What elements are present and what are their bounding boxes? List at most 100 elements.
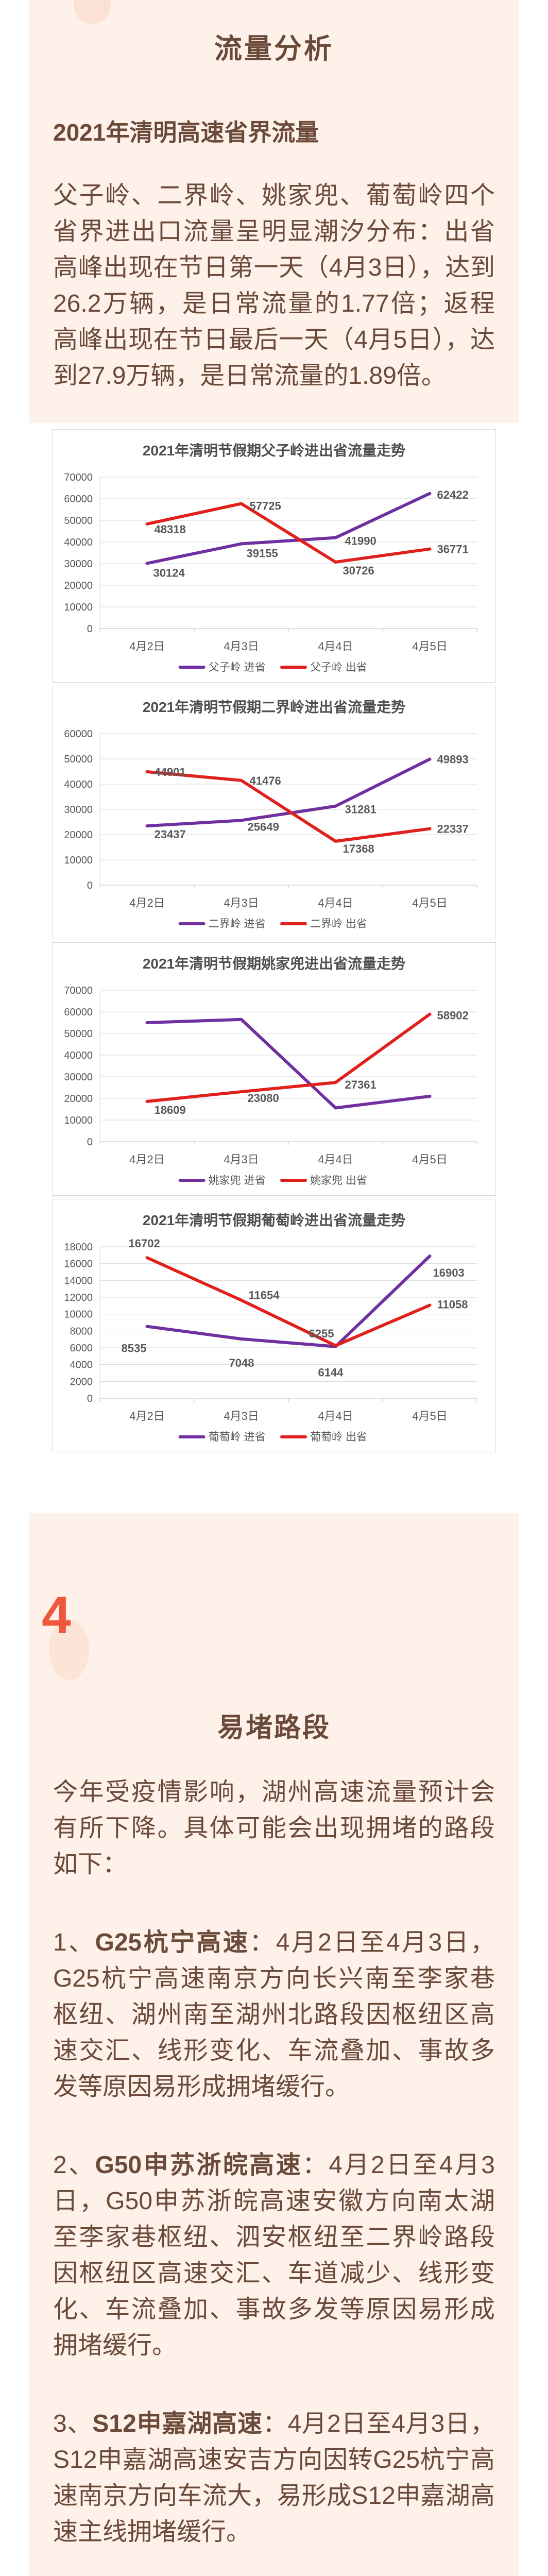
svg-text:4月2日: 4月2日	[129, 1410, 164, 1422]
svg-text:49893: 49893	[437, 753, 469, 766]
svg-text:4月3日: 4月3日	[224, 1410, 259, 1422]
svg-text:70000: 70000	[64, 985, 93, 996]
svg-text:50000: 50000	[64, 754, 93, 765]
svg-text:2021年清明节假期姚家兜进出省流量走势: 2021年清明节假期姚家兜进出省流量走势	[143, 955, 405, 972]
charts-card: 2021年清明节假期父子岭进出省流量走势 70000 60000 50000 40000…	[29, 423, 519, 1513]
svg-text:2021年清明节假期葡萄岭进出省流量走势: 2021年清明节假期葡萄岭进出省流量走势	[143, 1212, 405, 1228]
page-title: 流量分析	[214, 33, 334, 64]
svg-text:6000: 6000	[70, 1343, 93, 1354]
section-number: 4	[42, 1586, 71, 1645]
svg-text:4月4日: 4月4日	[318, 1153, 353, 1166]
svg-text:6144: 6144	[318, 1366, 344, 1379]
svg-text:二界岭 出省: 二界岭 出省	[310, 918, 367, 930]
svg-text:57725: 57725	[250, 500, 281, 513]
svg-text:4月5日: 4月5日	[412, 896, 447, 909]
svg-text:27361: 27361	[345, 1078, 376, 1091]
intro-paragraph: 父子岭、二界岭、姚家兜、葡萄岭四个省界进出口流量呈明显潮汐分布：出省高峰出现在节…	[53, 182, 495, 389]
chart-panel-putaoling: 2021年清明节假期葡萄岭进出省流量走势 18000 16000 14000 12000…	[52, 1199, 496, 1452]
section-subtitle: 2021年清明高速省界流量	[53, 119, 319, 146]
svg-text:二界岭 进省: 二界岭 进省	[209, 918, 266, 930]
svg-text:18000: 18000	[64, 1242, 93, 1253]
svg-text:17368: 17368	[343, 842, 374, 855]
svg-text:60000: 60000	[64, 728, 93, 740]
section-number-ellipse	[49, 1619, 89, 1680]
item-index: 2、	[53, 2151, 95, 2179]
svg-text:23437: 23437	[155, 828, 186, 841]
svg-text:父子岭 进省: 父子岭 进省	[209, 662, 266, 673]
svg-text:10000: 10000	[64, 855, 93, 866]
svg-text:2021年清明节假期父子岭进出省流量走势: 2021年清明节假期父子岭进出省流量走势	[143, 442, 405, 459]
section-heading: 易堵路段	[217, 1713, 331, 1743]
svg-text:4月5日: 4月5日	[412, 1410, 447, 1422]
svg-text:4月4日: 4月4日	[318, 1410, 353, 1422]
svg-text:8535: 8535	[122, 1342, 147, 1355]
svg-text:11058: 11058	[437, 1298, 468, 1311]
svg-text:40000: 40000	[64, 779, 93, 790]
svg-text:2000: 2000	[70, 1376, 93, 1387]
item-index: 1、	[53, 1929, 95, 1956]
svg-text:6255: 6255	[309, 1327, 334, 1340]
svg-text:31281: 31281	[345, 803, 376, 816]
svg-text:7048: 7048	[229, 1357, 254, 1369]
item-road-name: G50申苏浙皖高速	[95, 2151, 303, 2179]
svg-text:30000: 30000	[64, 1072, 93, 1083]
congestion-item-3: 3、S12申嘉湖高速：4月2日至4月3日，S12申嘉湖高速安吉方向因转G25杭宁…	[53, 2406, 495, 2550]
svg-text:18609: 18609	[155, 1104, 186, 1116]
svg-text:2021年清明节假期二界岭进出省流量走势: 2021年清明节假期二界岭进出省流量走势	[143, 699, 405, 715]
svg-text:48318: 48318	[155, 523, 186, 536]
section-number-wrap: 4	[42, 1586, 124, 1680]
svg-text:4月2日: 4月2日	[129, 1153, 164, 1166]
item-text: ：4月2日至4月3日，G25杭宁高速南京方向长兴南至李家巷枢纽、湖州南至湖州北路…	[53, 1929, 495, 2100]
svg-text:葡萄岭 出省: 葡萄岭 出省	[310, 1431, 367, 1443]
congestion-item-2: 2、G50申苏浙皖高速：4月2日至4月3日，G50申苏浙皖高速安徽方向南太湖至李…	[53, 2147, 495, 2364]
svg-text:16903: 16903	[433, 1266, 465, 1279]
svg-text:40000: 40000	[64, 537, 93, 548]
svg-text:4月4日: 4月4日	[318, 896, 353, 909]
svg-text:10000: 10000	[64, 1115, 93, 1126]
svg-text:41476: 41476	[250, 774, 281, 787]
svg-text:16000: 16000	[64, 1259, 93, 1270]
svg-text:8000: 8000	[70, 1326, 93, 1337]
svg-text:60000: 60000	[64, 494, 93, 505]
svg-text:姚家兜 出省: 姚家兜 出省	[310, 1175, 367, 1187]
svg-text:62422: 62422	[437, 488, 469, 501]
svg-text:4月2日: 4月2日	[129, 640, 164, 653]
svg-text:25649: 25649	[248, 820, 279, 833]
svg-text:14000: 14000	[64, 1275, 93, 1286]
svg-text:41990: 41990	[345, 535, 376, 548]
erjieling-line-chart: 2021年清明节假期二界岭进出省流量走势 60000 50000 40000 30000…	[64, 699, 477, 930]
chart-panel-yaojiadou: 2021年清明节假期姚家兜进出省流量走势 70000 60000 50000 40000…	[52, 942, 496, 1196]
section-4: 4 易堵路段 今年受疫情影响，湖州高速流量预计会有所下降。具体可能会出现拥堵的路…	[29, 1586, 519, 2576]
svg-text:44901: 44901	[155, 766, 186, 778]
svg-text:20000: 20000	[64, 1093, 93, 1105]
svg-text:36771: 36771	[437, 543, 469, 556]
fuziling-line-chart: 2021年清明节假期父子岭进出省流量走势 70000 60000 50000 40000…	[64, 442, 477, 673]
chart-panel-fuziling: 2021年清明节假期父子岭进出省流量走势 70000 60000 50000 40000…	[52, 429, 496, 683]
svg-text:0: 0	[87, 623, 93, 635]
putaoling-line-chart: 2021年清明节假期葡萄岭进出省流量走势 18000 16000 14000 12000…	[64, 1212, 477, 1443]
svg-text:40000: 40000	[64, 1050, 93, 1061]
svg-text:10000: 10000	[64, 602, 93, 613]
svg-text:葡萄岭 进省: 葡萄岭 进省	[209, 1431, 266, 1443]
section-intro: 今年受疫情影响，湖州高速流量预计会有所下降。具体可能会出现拥堵的路段如下：	[53, 1778, 495, 1878]
svg-text:16702: 16702	[129, 1237, 160, 1250]
svg-text:70000: 70000	[64, 472, 93, 483]
svg-text:22337: 22337	[437, 823, 469, 836]
svg-text:0: 0	[87, 880, 93, 891]
svg-text:4月3日: 4月3日	[224, 896, 259, 909]
svg-text:20000: 20000	[64, 580, 93, 591]
svg-text:4月2日: 4月2日	[129, 896, 164, 909]
svg-text:12000: 12000	[64, 1292, 93, 1303]
svg-text:11654: 11654	[249, 1289, 280, 1302]
svg-text:23080: 23080	[248, 1092, 279, 1105]
article-page: 流量分析 2021年清明高速省界流量 父子岭、二界岭、姚家兜、葡萄岭四个省界进出…	[29, 0, 519, 2576]
svg-text:50000: 50000	[64, 1028, 93, 1040]
chart-panel-erjieling: 2021年清明节假期二界岭进出省流量走势 60000 50000 40000 30000…	[52, 686, 496, 939]
svg-text:58902: 58902	[437, 1009, 469, 1022]
item-index: 3、	[53, 2410, 93, 2437]
item-text: ：4月2日至4月3日，G50申苏浙皖高速安徽方向南太湖至李家巷枢纽、泗安枢纽至二…	[53, 2151, 495, 2359]
svg-text:父子岭 出省: 父子岭 出省	[310, 662, 367, 673]
svg-text:4月5日: 4月5日	[412, 640, 447, 653]
svg-text:4月5日: 4月5日	[412, 1153, 447, 1166]
svg-text:39155: 39155	[247, 547, 278, 560]
